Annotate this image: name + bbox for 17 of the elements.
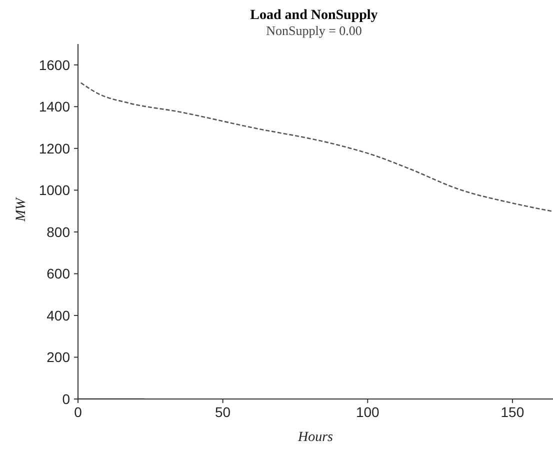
- x-tick-label: 100: [356, 404, 380, 420]
- x-tick-label: 50: [215, 404, 231, 420]
- x-axis-title: Hours: [296, 430, 334, 445]
- y-tick-label: 0: [62, 390, 70, 407]
- chart-subtitle: NonSupply = 0.00: [265, 23, 363, 38]
- y-tick-label: 1600: [38, 56, 70, 73]
- y-tick-label: 800: [46, 224, 70, 240]
- y-tick-label: 1200: [38, 140, 70, 156]
- y-tick-label: 400: [46, 307, 70, 324]
- x-tick-label: 0: [74, 404, 82, 420]
- x-tick-label: 150: [500, 404, 524, 420]
- y-tick-label: 1400: [38, 98, 70, 115]
- y-tick-label: 200: [46, 349, 70, 366]
- chart-title: Load and NonSupply: [249, 8, 379, 23]
- y-axis-title: MW: [14, 196, 29, 222]
- y-tick-label: 600: [46, 266, 70, 282]
- y-tick-label: 1000: [38, 182, 70, 198]
